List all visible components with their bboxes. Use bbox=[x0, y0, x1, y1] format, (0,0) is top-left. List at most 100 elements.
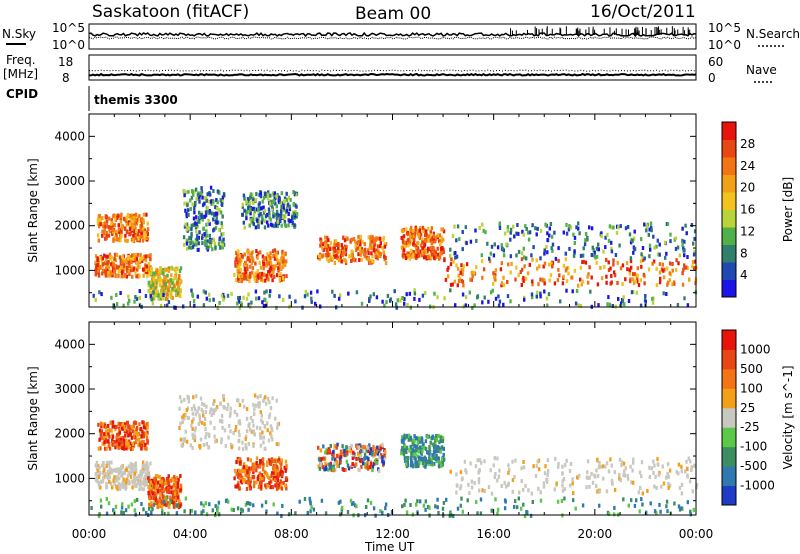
velocity-cell bbox=[177, 477, 180, 482]
colorbar-tick-label: 100 bbox=[740, 381, 763, 395]
velocity-cell bbox=[178, 406, 181, 411]
power-cell bbox=[600, 276, 604, 281]
power-cell bbox=[118, 255, 122, 260]
velocity-cell bbox=[259, 474, 262, 479]
power-cell bbox=[108, 227, 111, 232]
velocity-cell bbox=[405, 458, 408, 462]
power-cell bbox=[554, 256, 558, 261]
velocity-cell bbox=[428, 445, 431, 450]
power-cell bbox=[250, 207, 254, 212]
velocity-cell bbox=[513, 504, 516, 509]
velocity-cell bbox=[417, 446, 421, 451]
velocity-cell bbox=[146, 425, 149, 430]
power-cell bbox=[98, 265, 102, 269]
velocity-cell bbox=[522, 460, 525, 464]
velocity-cell bbox=[275, 442, 279, 447]
velocity-cell bbox=[356, 444, 359, 449]
velocity-cell bbox=[665, 475, 668, 480]
velocity-cell bbox=[414, 451, 417, 456]
velocity-cell bbox=[190, 423, 193, 428]
power-cell bbox=[267, 207, 271, 212]
power-cell bbox=[125, 259, 128, 264]
velocity-cell bbox=[138, 422, 141, 427]
velocity-cell bbox=[158, 475, 161, 479]
power-cell bbox=[374, 249, 377, 254]
power-cell bbox=[475, 238, 478, 243]
power-cell bbox=[283, 198, 287, 203]
velocity-cell bbox=[439, 449, 442, 454]
velocity-cell bbox=[595, 468, 598, 473]
velocity-colorbar-segment bbox=[722, 330, 736, 350]
velocity-cell bbox=[599, 464, 602, 469]
power-cell bbox=[597, 247, 600, 252]
velocity-cell bbox=[137, 474, 141, 479]
power-cell bbox=[368, 260, 372, 265]
power-cell bbox=[369, 239, 372, 243]
velocity-cell bbox=[238, 419, 241, 424]
power-cell bbox=[567, 227, 571, 232]
velocity-cell bbox=[222, 404, 225, 409]
power-cell bbox=[269, 251, 272, 256]
power-cell bbox=[134, 218, 138, 223]
velocity-cell bbox=[635, 498, 638, 503]
velocity-cell bbox=[364, 462, 367, 467]
colorbar-tick-label: 12 bbox=[740, 224, 755, 238]
velocity-cell bbox=[245, 416, 249, 421]
power-cell bbox=[415, 247, 418, 252]
power-cell bbox=[217, 211, 220, 216]
velocity-cell bbox=[140, 502, 143, 506]
y-tick-label: 3000 bbox=[54, 174, 85, 188]
velocity-cell bbox=[246, 470, 249, 475]
power-cell bbox=[681, 271, 684, 276]
power-cell bbox=[206, 206, 209, 210]
power-cell bbox=[531, 223, 534, 228]
power-cell bbox=[248, 279, 251, 284]
velocity-cell bbox=[461, 509, 464, 514]
power-cell bbox=[457, 273, 460, 278]
power-cell bbox=[429, 233, 432, 238]
power-colorbar-segment bbox=[722, 279, 736, 298]
velocity-cell bbox=[167, 490, 171, 494]
power-cell bbox=[202, 226, 205, 231]
velocity-cell bbox=[626, 473, 629, 478]
power-cell bbox=[666, 266, 669, 271]
power-cell bbox=[195, 242, 198, 247]
velocity-cell bbox=[463, 459, 467, 464]
power-cell bbox=[344, 259, 348, 264]
power-cell bbox=[553, 281, 557, 286]
velocity-cell bbox=[657, 472, 660, 477]
power-cell bbox=[94, 297, 97, 302]
velocity-cell bbox=[249, 501, 252, 506]
velocity-cell bbox=[319, 448, 323, 453]
power-cell bbox=[252, 206, 255, 211]
power-cell bbox=[264, 214, 268, 219]
velocity-cell bbox=[350, 501, 354, 506]
velocity-cell bbox=[400, 451, 403, 456]
velocity-cell bbox=[680, 482, 684, 487]
power-cell bbox=[331, 289, 334, 294]
velocity-cell bbox=[132, 421, 136, 426]
power-cell bbox=[221, 195, 225, 200]
power-cell bbox=[363, 254, 367, 258]
power-cell bbox=[177, 287, 180, 292]
velocity-cell bbox=[270, 434, 273, 439]
velocity-cell bbox=[436, 505, 439, 510]
power-cell bbox=[255, 192, 258, 197]
power-cell bbox=[676, 303, 680, 307]
power-cell bbox=[185, 212, 188, 217]
power-cell bbox=[648, 243, 652, 248]
station-title: Saskatoon (fitACF) bbox=[92, 2, 249, 22]
power-cell bbox=[167, 269, 171, 273]
velocity-cell bbox=[275, 464, 279, 469]
velocity-cell bbox=[365, 505, 368, 509]
velocity-cell bbox=[204, 435, 207, 440]
power-cell bbox=[167, 279, 170, 284]
velocity-cell bbox=[172, 492, 175, 497]
velocity-cell bbox=[345, 459, 349, 464]
velocity-cell bbox=[327, 462, 330, 467]
power-cell bbox=[449, 288, 452, 293]
power-cell bbox=[402, 234, 406, 239]
power-cell bbox=[537, 282, 540, 287]
power-cell bbox=[160, 288, 163, 293]
velocity-cell bbox=[117, 432, 120, 437]
